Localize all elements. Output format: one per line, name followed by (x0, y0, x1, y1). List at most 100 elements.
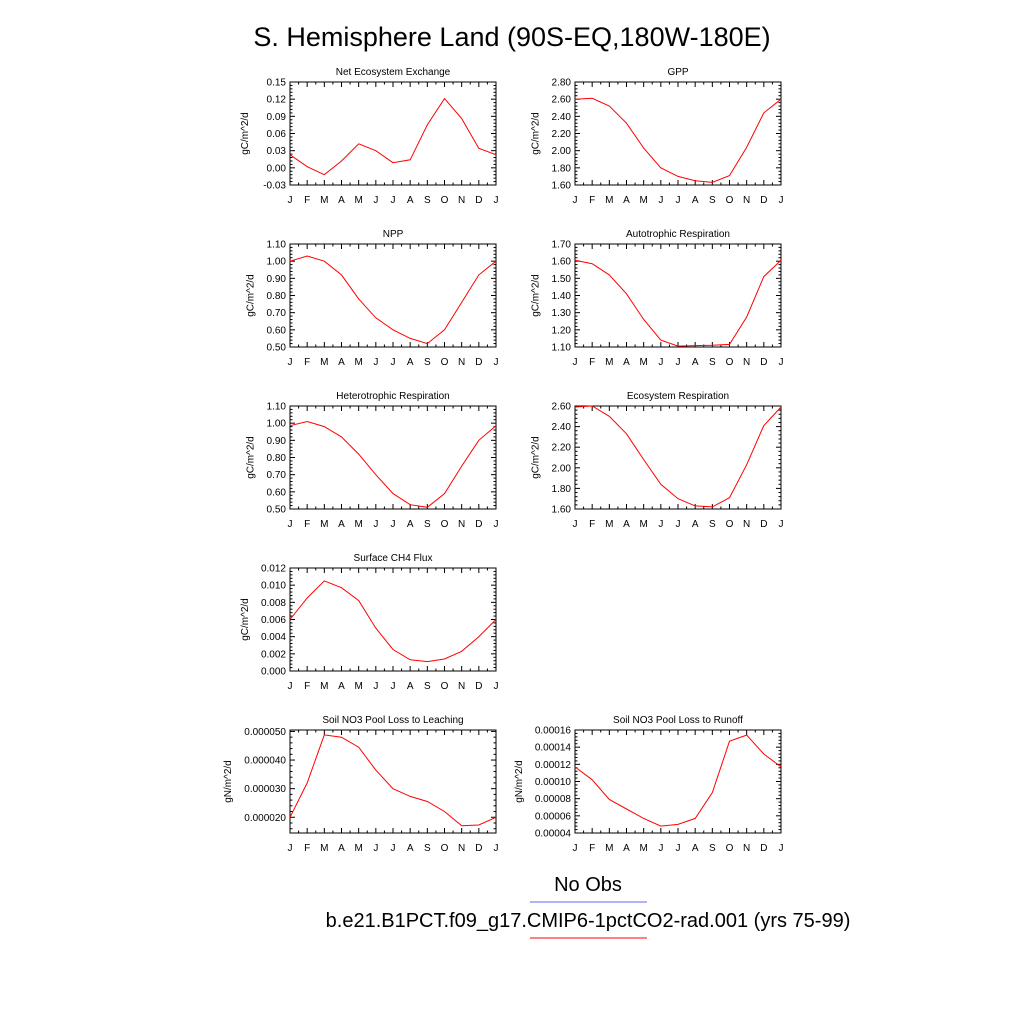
x-tick-label: D (475, 681, 482, 692)
y-tick-label: 1.40 (552, 291, 572, 302)
x-tick-label: M (320, 843, 328, 854)
y-axis-label: gC/m^2/d (531, 274, 542, 317)
x-tick-label: J (288, 519, 293, 530)
y-tick-label: 1.60 (552, 257, 572, 268)
x-tick-label: F (589, 843, 595, 854)
x-tick-label: N (743, 843, 750, 854)
chart-panel: J F M A M J J A S O N D J1.601.802.002.202.402.60Eco… (531, 391, 784, 530)
x-tick-label: N (743, 519, 750, 530)
x-tick-label: J (573, 195, 578, 206)
x-tick-label: J (658, 843, 663, 854)
x-tick-label: S (424, 843, 431, 854)
series-line (289, 420, 497, 508)
x-tick-label: S (709, 357, 716, 368)
x-tick-label: N (458, 843, 465, 854)
x-tick-label: J (658, 357, 663, 368)
x-tick-label: M (320, 519, 328, 530)
x-tick-label: N (458, 357, 465, 368)
y-tick-label: 1.00 (267, 419, 287, 430)
y-tick-label: 1.30 (552, 308, 572, 319)
panel-title: NPP (383, 229, 404, 240)
y-tick-label: 2.20 (552, 443, 572, 454)
y-tick-label: 1.20 (552, 325, 572, 336)
y-tick-label: 0.000 (261, 667, 286, 678)
panel-title: Heterotrophic Respiration (336, 391, 449, 402)
y-tick-label: 0.000020 (244, 813, 286, 824)
x-tick-label: A (407, 357, 414, 368)
x-tick-label: A (407, 843, 414, 854)
y-tick-label: 0.010 (261, 581, 286, 592)
y-tick-label: 1.80 (552, 484, 572, 495)
x-tick-label: J (373, 195, 378, 206)
x-tick-label: J (676, 519, 681, 530)
y-tick-label: 0.002 (261, 649, 286, 660)
x-tick-label: J (288, 195, 293, 206)
y-tick-label: 0.000030 (244, 784, 286, 795)
x-tick-label: A (692, 843, 699, 854)
y-tick-label: 0.90 (267, 436, 287, 447)
x-tick-label: J (494, 357, 499, 368)
x-tick-label: M (320, 681, 328, 692)
x-tick-label: J (676, 357, 681, 368)
x-tick-label: M (605, 357, 613, 368)
y-tick-label: 0.00012 (535, 760, 572, 771)
x-tick-label: M (605, 519, 613, 530)
y-tick-label: 0.50 (267, 505, 287, 516)
y-tick-label: 0.00008 (535, 794, 572, 805)
x-tick-label: S (424, 195, 431, 206)
x-tick-label: S (709, 195, 716, 206)
x-tick-label: F (589, 357, 595, 368)
y-tick-label: 0.012 (261, 564, 286, 575)
y-axis-label: gC/m^2/d (246, 436, 257, 479)
y-tick-label: 2.00 (552, 463, 572, 474)
y-tick-label: 0.03 (267, 146, 287, 157)
x-tick-label: J (373, 357, 378, 368)
x-tick-label: A (407, 519, 414, 530)
y-tick-label: 1.60 (552, 181, 572, 192)
y-tick-label: 1.10 (267, 240, 287, 251)
legend: No Obs b.e21.B1PCT.f09_g17.CMIP6-1pctCO2-… (326, 874, 850, 939)
plot-frame (574, 243, 782, 348)
y-tick-label: 2.40 (552, 112, 572, 123)
y-tick-label: 0.000050 (244, 727, 286, 738)
chart-panel: J F M A M J J A S O N D J0.000040.000060.000080.0001… (514, 715, 784, 854)
y-tick-label: 1.10 (267, 402, 287, 413)
x-tick-label: J (391, 195, 396, 206)
chart-panel: J F M A M J J A S O N D J1.101.201.301.401.501.601.7… (531, 229, 784, 368)
y-tick-label: 1.80 (552, 163, 572, 174)
series-line (289, 97, 497, 176)
panel-title: GPP (667, 67, 688, 78)
chart-panel: J F M A M J J A S O N D J0.500.600.700.800.901.001.1… (246, 229, 499, 368)
y-axis-label: gC/m^2/d (240, 598, 251, 641)
y-tick-label: 2.20 (552, 129, 572, 140)
panel-title: Ecosystem Respiration (627, 391, 729, 402)
y-tick-label: 2.80 (552, 78, 572, 89)
y-tick-label: 2.00 (552, 146, 572, 157)
x-tick-label: J (676, 195, 681, 206)
y-axis-label: gC/m^2/d (246, 274, 257, 317)
y-tick-label: 1.10 (552, 343, 572, 354)
y-axis-label: gC/m^2/d (531, 112, 542, 155)
x-tick-label: J (779, 843, 784, 854)
x-tick-label: A (623, 519, 630, 530)
x-tick-label: J (288, 843, 293, 854)
x-tick-label: D (475, 357, 482, 368)
x-tick-label: M (639, 843, 647, 854)
plot-frame (289, 567, 497, 672)
x-tick-label: D (760, 843, 767, 854)
x-tick-label: A (338, 843, 345, 854)
x-tick-label: D (475, 195, 482, 206)
x-tick-label: M (354, 195, 362, 206)
x-tick-label: M (320, 357, 328, 368)
x-tick-label: J (391, 519, 396, 530)
x-tick-label: J (391, 681, 396, 692)
panel-title: Soil NO3 Pool Loss to Leaching (322, 715, 463, 726)
x-tick-label: N (458, 519, 465, 530)
x-tick-label: N (458, 195, 465, 206)
x-tick-label: J (779, 195, 784, 206)
x-tick-label: J (288, 681, 293, 692)
x-tick-label: O (441, 843, 449, 854)
y-tick-label: 0.70 (267, 308, 287, 319)
x-tick-label: M (354, 681, 362, 692)
x-tick-label: J (373, 519, 378, 530)
